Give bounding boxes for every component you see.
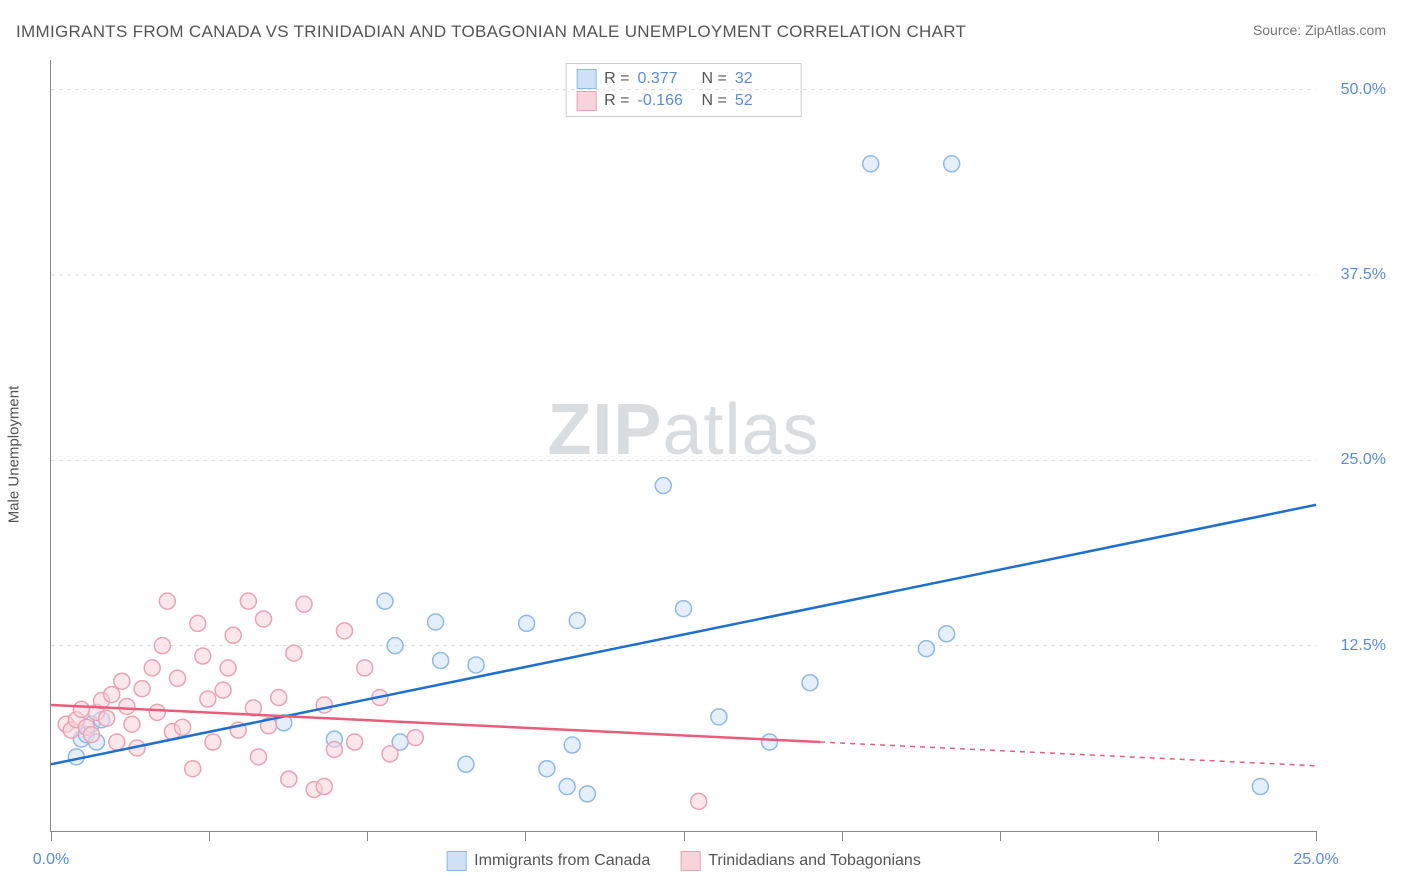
scatter-point bbox=[357, 660, 373, 676]
legend-item-2: Trinidadians and Tobagonians bbox=[680, 851, 921, 871]
x-tick-label: 25.0% bbox=[1293, 851, 1338, 869]
scatter-point bbox=[468, 657, 484, 673]
scatter-point bbox=[159, 593, 175, 609]
legend-series: Immigrants from Canada Trinidadians and … bbox=[446, 851, 921, 871]
scatter-point bbox=[939, 626, 955, 642]
x-tick bbox=[684, 831, 685, 841]
scatter-point bbox=[691, 793, 707, 809]
scatter-point bbox=[519, 615, 535, 631]
scatter-point bbox=[195, 648, 211, 664]
scatter-point bbox=[286, 645, 302, 661]
trend-line-extrapolated bbox=[820, 742, 1316, 766]
scatter-point bbox=[250, 749, 266, 765]
scatter-point bbox=[271, 690, 287, 706]
scatter-point bbox=[458, 756, 474, 772]
scatter-point bbox=[109, 734, 125, 750]
scatter-point bbox=[347, 734, 363, 750]
legend-label-1: Immigrants from Canada bbox=[474, 852, 650, 870]
scatter-point bbox=[863, 156, 879, 172]
scatter-point bbox=[119, 698, 135, 714]
scatter-point bbox=[316, 779, 332, 795]
scatter-point bbox=[762, 734, 778, 750]
x-tick bbox=[1000, 831, 1001, 841]
plot-area: ZIPatlas R = 0.377 N = 32 R = -0.166 N =… bbox=[50, 60, 1316, 832]
y-tick-label: 25.0% bbox=[1341, 451, 1386, 469]
scatter-point bbox=[569, 612, 585, 628]
scatter-point bbox=[579, 786, 595, 802]
scatter-point bbox=[144, 660, 160, 676]
swatch-series-2b bbox=[680, 851, 700, 871]
x-tick bbox=[525, 831, 526, 841]
x-tick-label: 0.0% bbox=[33, 851, 69, 869]
scatter-point bbox=[676, 601, 692, 617]
y-tick-label: 37.5% bbox=[1341, 266, 1386, 284]
scatter-point bbox=[944, 156, 960, 172]
scatter-point bbox=[407, 730, 423, 746]
scatter-point bbox=[225, 627, 241, 643]
scatter-point bbox=[170, 670, 186, 686]
scatter-point bbox=[114, 673, 130, 689]
scatter-point bbox=[336, 623, 352, 639]
scatter-point bbox=[240, 593, 256, 609]
scatter-point bbox=[387, 638, 403, 654]
scatter-point bbox=[711, 709, 727, 725]
scatter-point bbox=[539, 761, 555, 777]
chart-svg bbox=[51, 60, 1316, 831]
x-tick bbox=[1158, 831, 1159, 841]
y-tick-label: 12.5% bbox=[1341, 637, 1386, 655]
scatter-point bbox=[559, 779, 575, 795]
scatter-point bbox=[149, 704, 165, 720]
source-attribution: Source: ZipAtlas.com bbox=[1253, 22, 1386, 38]
scatter-point bbox=[215, 682, 231, 698]
scatter-point bbox=[83, 727, 99, 743]
scatter-point bbox=[220, 660, 236, 676]
legend-item-1: Immigrants from Canada bbox=[446, 851, 650, 871]
chart-title: IMMIGRANTS FROM CANADA VS TRINIDADIAN AN… bbox=[16, 22, 966, 42]
scatter-point bbox=[134, 681, 150, 697]
swatch-series-1b bbox=[446, 851, 466, 871]
scatter-point bbox=[564, 737, 580, 753]
scatter-point bbox=[185, 761, 201, 777]
legend-label-2: Trinidadians and Tobagonians bbox=[708, 852, 921, 870]
scatter-point bbox=[377, 593, 393, 609]
scatter-point bbox=[190, 615, 206, 631]
scatter-point bbox=[326, 741, 342, 757]
y-axis-label: Male Unemployment bbox=[6, 386, 23, 524]
scatter-point bbox=[175, 719, 191, 735]
scatter-point bbox=[205, 734, 221, 750]
scatter-point bbox=[99, 710, 115, 726]
scatter-point bbox=[296, 596, 312, 612]
x-tick bbox=[51, 831, 52, 841]
scatter-point bbox=[918, 641, 934, 657]
scatter-point bbox=[281, 771, 297, 787]
scatter-point bbox=[256, 611, 272, 627]
scatter-point bbox=[73, 701, 89, 717]
x-tick bbox=[1316, 831, 1317, 841]
scatter-point bbox=[200, 691, 216, 707]
scatter-point bbox=[124, 716, 140, 732]
scatter-point bbox=[382, 746, 398, 762]
scatter-point bbox=[655, 478, 671, 494]
scatter-point bbox=[1252, 779, 1268, 795]
y-tick-label: 50.0% bbox=[1341, 81, 1386, 99]
x-tick bbox=[367, 831, 368, 841]
scatter-point bbox=[428, 614, 444, 630]
scatter-point bbox=[802, 675, 818, 691]
x-tick bbox=[209, 831, 210, 841]
scatter-point bbox=[154, 638, 170, 654]
x-tick bbox=[842, 831, 843, 841]
scatter-point bbox=[104, 687, 120, 703]
scatter-point bbox=[433, 652, 449, 668]
